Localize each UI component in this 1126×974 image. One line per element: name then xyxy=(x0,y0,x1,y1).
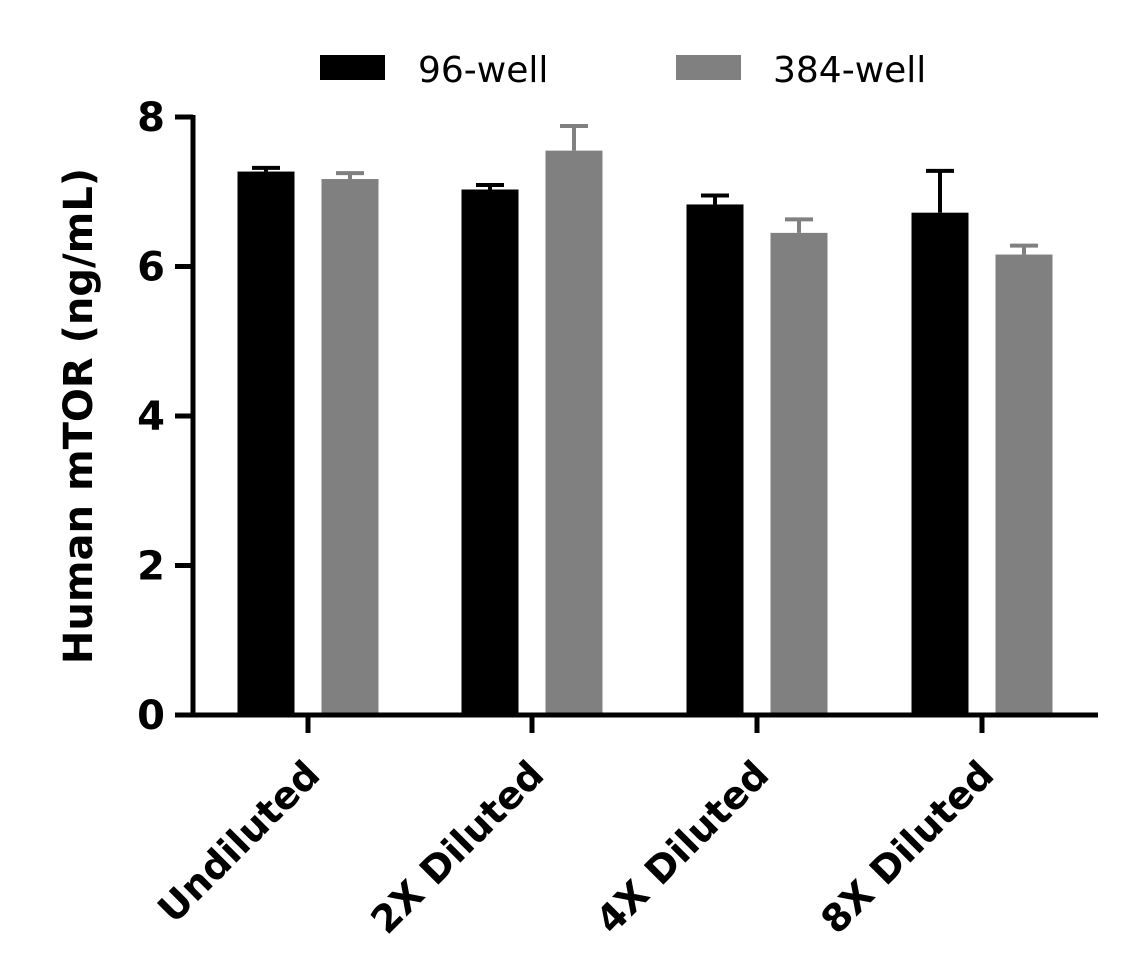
legend-label-384-well: 384-well xyxy=(773,50,926,91)
x-category-label: 4X Diluted xyxy=(587,752,777,942)
y-tick-label: 0 xyxy=(137,693,165,739)
legend-swatch-384-well xyxy=(676,55,741,80)
y-axis-title: Human mTOR (ng/mL) xyxy=(56,168,102,664)
bar-96-well-8x-diluted xyxy=(911,212,969,715)
y-tick-label: 6 xyxy=(137,245,165,291)
bar-384-well-4x-diluted xyxy=(770,232,828,716)
bar-96-well-4x-diluted xyxy=(686,204,744,715)
bar-96-well-undiluted xyxy=(237,171,295,715)
x-category-label: 2X Diluted xyxy=(362,752,552,942)
bar-384-well-undiluted xyxy=(321,179,379,716)
bar-384-well-8x-diluted xyxy=(995,254,1053,716)
plot-area: 0 2 4 6 8 Undiluted 2X Diluted 4X Diluted 8X Dil… xyxy=(137,95,1098,942)
x-category-label: Undiluted xyxy=(149,752,328,931)
y-tick-label: 8 xyxy=(137,95,165,141)
legend-label-96-well: 96-well xyxy=(418,50,548,91)
y-tick-label: 2 xyxy=(137,544,165,590)
x-category-label: 8X Diluted xyxy=(812,752,1002,942)
legend: 96-well 384-well xyxy=(320,50,926,91)
bar-96-well-2x-diluted xyxy=(461,189,519,715)
legend-swatch-96-well xyxy=(320,55,385,80)
bar-384-well-2x-diluted xyxy=(545,150,603,715)
y-tick-label: 4 xyxy=(137,394,165,440)
